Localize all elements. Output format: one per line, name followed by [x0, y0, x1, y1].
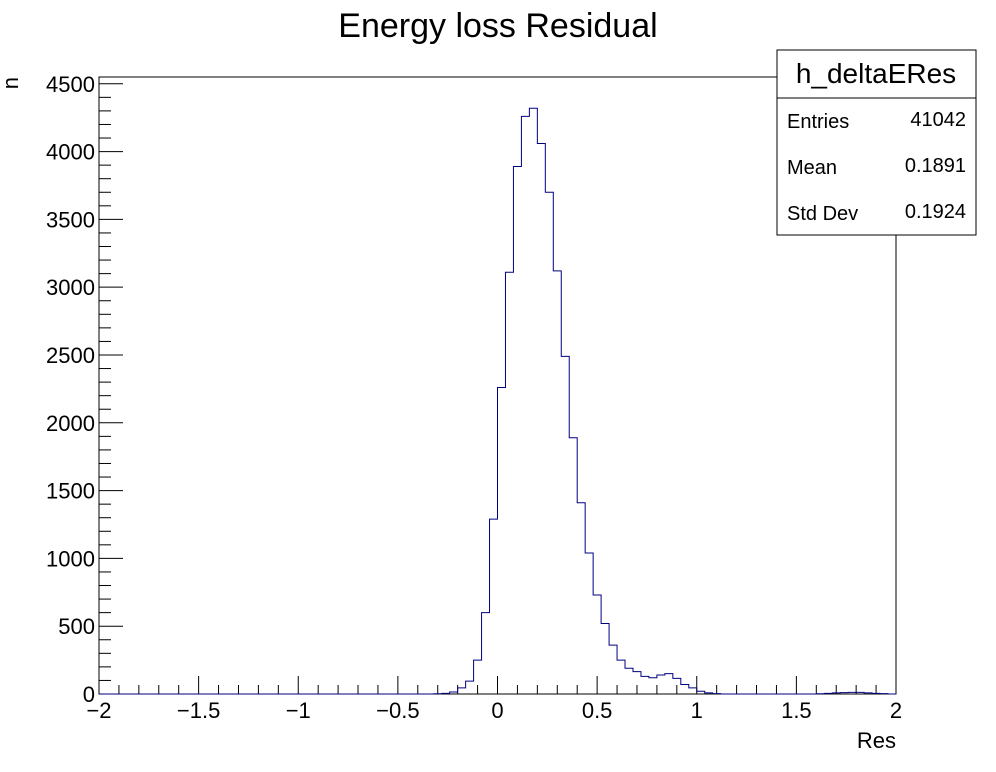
x-axis-title: Res — [857, 728, 896, 753]
stats-box-frame — [776, 49, 977, 236]
histogram-bin — [872, 693, 880, 694]
histogram-bin — [529, 108, 537, 694]
histogram-bin — [569, 438, 577, 694]
plot-area: −2 −1.5 −1 −0.5 0 0.5 1 1.5 2 0 500 1000 1500 2000 25… — [46, 72, 902, 723]
histogram-bin — [625, 668, 633, 694]
histogram-bin — [521, 116, 529, 694]
y-tick-label: 1500 — [46, 479, 95, 504]
histogram-series-line — [99, 107, 896, 695]
y-tick-label: 2000 — [46, 411, 95, 436]
y-tick-label: 0 — [83, 682, 95, 707]
stats-mean-value: 0.1891 — [905, 155, 966, 177]
histogram-bin — [657, 675, 665, 694]
histogram-bin — [856, 692, 864, 694]
histogram-bin — [553, 271, 561, 694]
histogram-bin — [513, 166, 521, 694]
histogram-bin — [697, 691, 705, 694]
stats-mean-label: Mean — [787, 157, 837, 179]
x-tick-label: 1.5 — [781, 698, 812, 723]
plot-frame — [98, 76, 897, 695]
histogram-bin — [840, 693, 848, 694]
histogram-bin — [442, 693, 450, 694]
histogram-bin — [577, 503, 585, 694]
histogram-bin — [450, 692, 458, 694]
y-tick-label: 2500 — [46, 343, 95, 368]
histogram-bin — [545, 192, 553, 694]
histogram-bin — [593, 595, 601, 694]
x-tick-label: −0.5 — [376, 698, 419, 723]
histogram-bin — [482, 613, 490, 694]
y-tick-label: 1000 — [46, 546, 95, 571]
x-tick-label: 1 — [691, 698, 703, 723]
histogram-bin — [665, 674, 673, 694]
histogram-bin — [681, 685, 689, 694]
chart-title: Energy loss Residual — [338, 7, 657, 45]
histogram-bin — [824, 693, 832, 694]
histogram-bin — [505, 272, 513, 694]
x-tick-label: 0.5 — [582, 698, 613, 723]
histogram-bin — [848, 692, 856, 694]
stats-entries-label: Entries — [787, 111, 849, 133]
y-tick-label: 4000 — [46, 140, 95, 165]
histogram-bin — [832, 693, 840, 694]
y-tick-label: 3500 — [46, 207, 95, 232]
histogram-bin — [609, 645, 617, 694]
histogram-bin — [601, 623, 609, 694]
histogram-bin — [585, 553, 593, 694]
histogram-bin — [864, 693, 872, 694]
histogram-bin — [633, 672, 641, 694]
stats-box: h_deltaERes Entries 41042 Mean 0.1891 St… — [776, 49, 977, 236]
stats-stddev-value: 0.1924 — [905, 201, 966, 223]
x-tick-label: 2 — [890, 698, 902, 723]
histogram-bin — [490, 519, 498, 694]
histogram-bin — [466, 681, 474, 694]
y-tick-label: 500 — [58, 614, 95, 639]
histogram-bin — [458, 688, 466, 694]
x-tick-label: −1 — [286, 698, 311, 723]
x-tick-label: −2 — [86, 698, 111, 723]
y-tick-label: 4500 — [46, 72, 95, 97]
y-tick-label: 3000 — [46, 275, 95, 300]
histogram-bin — [689, 688, 697, 694]
histogram-bin — [641, 676, 649, 694]
histogram-bin — [537, 143, 545, 694]
histogram-bin — [498, 388, 506, 694]
y-axis-title: n — [0, 77, 23, 89]
histogram-bin — [705, 693, 713, 694]
histogram-bin — [617, 660, 625, 694]
histogram-bin — [561, 356, 569, 694]
x-tick-label: −1.5 — [177, 698, 220, 723]
stats-entries-value: 41042 — [910, 109, 966, 131]
histogram-bin — [474, 660, 482, 694]
histogram-bin — [673, 678, 681, 694]
stats-stddev-label: Std Dev — [787, 203, 858, 225]
stats-box-title: h_deltaERes — [796, 58, 956, 89]
histogram-bin — [649, 678, 657, 694]
x-tick-label: 0 — [491, 698, 503, 723]
y-axis-ticks: 0 500 1000 1500 2000 2500 3000 3500 4000 4500 — [46, 72, 123, 707]
